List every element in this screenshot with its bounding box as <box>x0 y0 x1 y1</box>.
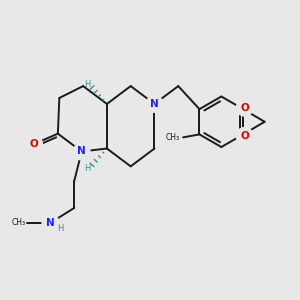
Text: CH₃: CH₃ <box>166 133 180 142</box>
Text: O: O <box>30 139 38 149</box>
Text: H: H <box>84 80 91 89</box>
Text: H: H <box>57 224 63 233</box>
Circle shape <box>73 143 90 160</box>
Circle shape <box>26 136 42 152</box>
Circle shape <box>42 214 59 231</box>
Text: H: H <box>84 164 91 173</box>
Text: CH₃: CH₃ <box>12 218 26 227</box>
Circle shape <box>146 96 163 112</box>
Text: N: N <box>46 218 55 228</box>
Text: O: O <box>240 103 249 112</box>
Text: N: N <box>150 99 159 109</box>
Text: O: O <box>240 131 249 141</box>
Circle shape <box>236 99 253 116</box>
Text: N: N <box>77 146 86 157</box>
Circle shape <box>236 128 253 144</box>
